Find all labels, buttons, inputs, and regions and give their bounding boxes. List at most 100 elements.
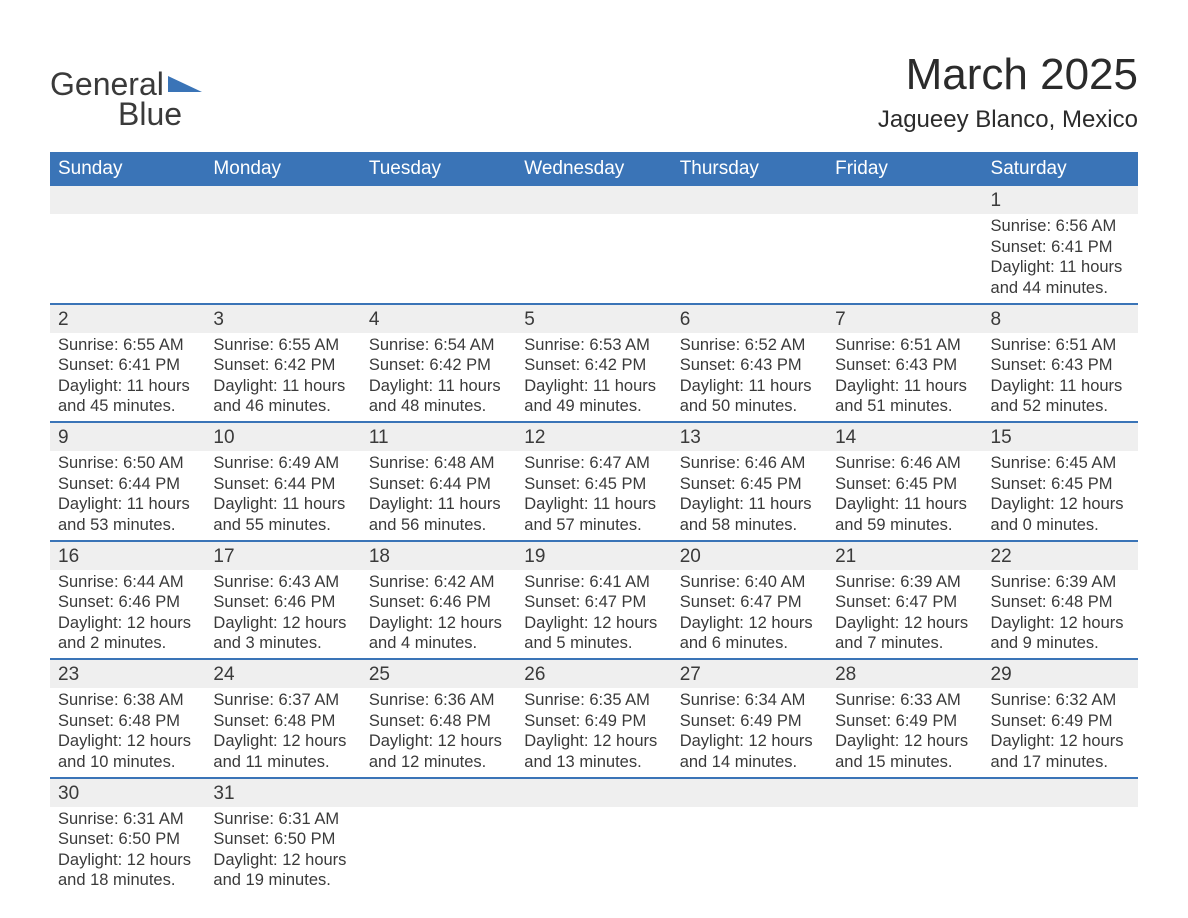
day-detail-cell: Sunrise: 6:35 AM Sunset: 6:49 PM Daylight:… <box>516 688 671 778</box>
day-detail-cell: Sunrise: 6:54 AMSunset: 6:42 PMDaylight:… <box>361 333 516 423</box>
day-number-cell: 26 <box>516 659 671 688</box>
day-detail-cell: Sunrise: 6:39 AMSunset: 6:47 PMDaylight:… <box>827 570 982 660</box>
day-detail-cell: Sunrise: 6:31 AM Sunset: 6:50 PM Daylight:… <box>50 807 205 896</box>
week-2-details: Sunrise: 6:50 AM Sunset: 6:44 PM Daylight:… <box>50 451 1138 541</box>
daylight-text: Daylight: 11 hours and 46 minutes. <box>213 377 345 416</box>
dayname-friday: Friday <box>827 152 982 186</box>
day-detail-cell <box>516 214 671 304</box>
sunset-text: Sunset: 6:50 PM <box>213 830 335 848</box>
sunset-text: Sunset: 6:43 PM <box>680 356 802 374</box>
daylight-text: Daylight: 12 hours and 13 minutes. <box>524 732 657 771</box>
day-detail-cell <box>516 807 671 896</box>
daylight-text: Daylight: 12 hours and 10 minutes. <box>58 732 191 771</box>
sunrise-text: Sunrise: 6:39 AM <box>835 573 961 591</box>
daylight-text: Daylight: 12 hours and 11 minutes. <box>213 732 346 771</box>
day-number-cell: 5 <box>516 304 671 333</box>
dayname-saturday: Saturday <box>983 152 1138 186</box>
sunrise-text: Sunrise: 6:35 AM <box>524 691 650 709</box>
daylight-text: Daylight: 12 hours and 5 minutes. <box>524 614 657 653</box>
day-detail-cell <box>50 214 205 304</box>
day-number-cell <box>672 186 827 214</box>
day-detail-cell: Sunrise: 6:38 AMSunset: 6:48 PMDaylight:… <box>50 688 205 778</box>
day-number-cell <box>205 186 360 214</box>
daylight-text: Daylight: 12 hours and 9 minutes. <box>991 614 1124 653</box>
day-number-cell <box>983 778 1138 807</box>
day-number-cell: 30 <box>50 778 205 807</box>
dayname-thursday: Thursday <box>672 152 827 186</box>
sunset-text: Sunset: 6:45 PM <box>680 475 802 493</box>
sunset-text: Sunset: 6:46 PM <box>369 593 491 611</box>
sunset-text: Sunset: 6:43 PM <box>991 356 1113 374</box>
day-number-cell: 18 <box>361 541 516 570</box>
day-detail-cell: Sunrise: 6:32 AMSunset: 6:49 PMDaylight:… <box>983 688 1138 778</box>
day-detail-cell: Sunrise: 6:47 AMSunset: 6:45 PMDaylight:… <box>516 451 671 541</box>
sunrise-text: Sunrise: 6:43 AM <box>213 573 339 591</box>
sunrise-text: Sunrise: 6:52 AM <box>680 336 806 354</box>
week-1-daynums: 2345678 <box>50 304 1138 333</box>
dayname-tuesday: Tuesday <box>361 152 516 186</box>
title-block: March 2025 Jagueey Blanco, Mexico <box>878 50 1138 134</box>
day-number-cell: 3 <box>205 304 360 333</box>
sunrise-text: Sunrise: 6:48 AM <box>369 454 495 472</box>
day-detail-cell: Sunrise: 6:45 AMSunset: 6:45 PMDaylight:… <box>983 451 1138 541</box>
day-number-cell: 9 <box>50 422 205 451</box>
day-number-cell: 28 <box>827 659 982 688</box>
sunrise-text: Sunrise: 6:42 AM <box>369 573 495 591</box>
day-detail-cell: Sunrise: 6:52 AMSunset: 6:43 PMDaylight:… <box>672 333 827 423</box>
day-detail-cell: Sunrise: 6:55 AMSunset: 6:41 PMDaylight:… <box>50 333 205 423</box>
daylight-text: Daylight: 12 hours and 4 minutes. <box>369 614 502 653</box>
day-number-cell: 16 <box>50 541 205 570</box>
sunset-text: Sunset: 6:50 PM <box>58 830 180 848</box>
day-number-cell: 24 <box>205 659 360 688</box>
day-number-cell: 2 <box>50 304 205 333</box>
sunset-text: Sunset: 6:42 PM <box>369 356 491 374</box>
sunrise-text: Sunrise: 6:31 AM <box>58 810 184 828</box>
sunrise-text: Sunrise: 6:46 AM <box>835 454 961 472</box>
daylight-text: Daylight: 12 hours and 18 minutes. <box>58 851 191 890</box>
day-number-cell: 1 <box>983 186 1138 214</box>
day-detail-cell <box>827 807 982 896</box>
day-detail-cell: Sunrise: 6:49 AMSunset: 6:44 PMDaylight:… <box>205 451 360 541</box>
sunset-text: Sunset: 6:44 PM <box>58 475 180 493</box>
week-2-daynums: 9101112131415 <box>50 422 1138 451</box>
daylight-text: Daylight: 11 hours and 55 minutes. <box>213 495 345 534</box>
day-number-cell <box>516 186 671 214</box>
day-detail-cell: Sunrise: 6:41 AMSunset: 6:47 PMDaylight:… <box>516 570 671 660</box>
sunrise-text: Sunrise: 6:55 AM <box>58 336 184 354</box>
sunset-text: Sunset: 6:41 PM <box>58 356 180 374</box>
sunrise-text: Sunrise: 6:40 AM <box>680 573 806 591</box>
daylight-text: Daylight: 11 hours and 44 minutes. <box>991 258 1123 297</box>
day-number-cell: 17 <box>205 541 360 570</box>
week-3-details: Sunrise: 6:44 AM Sunset: 6:46 PM Daylight:… <box>50 570 1138 660</box>
day-detail-cell: Sunrise: 6:46 AMSunset: 6:45 PMDaylight:… <box>827 451 982 541</box>
day-number-cell: 25 <box>361 659 516 688</box>
sunrise-text: Sunrise: 6:44 AM <box>58 573 184 591</box>
day-number-cell <box>361 186 516 214</box>
sunrise-text: Sunrise: 6:46 AM <box>680 454 806 472</box>
daylight-text: Daylight: 12 hours and 14 minutes. <box>680 732 813 771</box>
day-detail-cell: Sunrise: 6:48 AMSunset: 6:44 PMDaylight:… <box>361 451 516 541</box>
sunset-text: Sunset: 6:49 PM <box>524 712 646 730</box>
day-number-cell <box>516 778 671 807</box>
daylight-text: Daylight: 12 hours and 2 minutes. <box>58 614 191 653</box>
sunset-text: Sunset: 6:47 PM <box>680 593 802 611</box>
day-number-cell <box>50 186 205 214</box>
day-detail-cell <box>672 807 827 896</box>
daylight-text: Daylight: 11 hours and 51 minutes. <box>835 377 967 416</box>
sunrise-text: Sunrise: 6:33 AM <box>835 691 961 709</box>
daylight-text: Daylight: 12 hours and 12 minutes. <box>369 732 502 771</box>
week-3-daynums: 16171819202122 <box>50 541 1138 570</box>
day-detail-cell <box>361 214 516 304</box>
day-detail-cell <box>827 214 982 304</box>
sunset-text: Sunset: 6:49 PM <box>835 712 957 730</box>
day-number-cell: 8 <box>983 304 1138 333</box>
week-5-details: Sunrise: 6:31 AM Sunset: 6:50 PM Daylight:… <box>50 807 1138 896</box>
day-detail-cell <box>205 214 360 304</box>
daylight-text: Daylight: 11 hours and 53 minutes. <box>58 495 190 534</box>
sunset-text: Sunset: 6:46 PM <box>213 593 335 611</box>
sunrise-text: Sunrise: 6:49 AM <box>213 454 339 472</box>
sunrise-text: Sunrise: 6:50 AM <box>58 454 184 472</box>
dayname-sunday: Sunday <box>50 152 205 186</box>
month-title: March 2025 <box>878 50 1138 100</box>
sunset-text: Sunset: 6:49 PM <box>680 712 802 730</box>
